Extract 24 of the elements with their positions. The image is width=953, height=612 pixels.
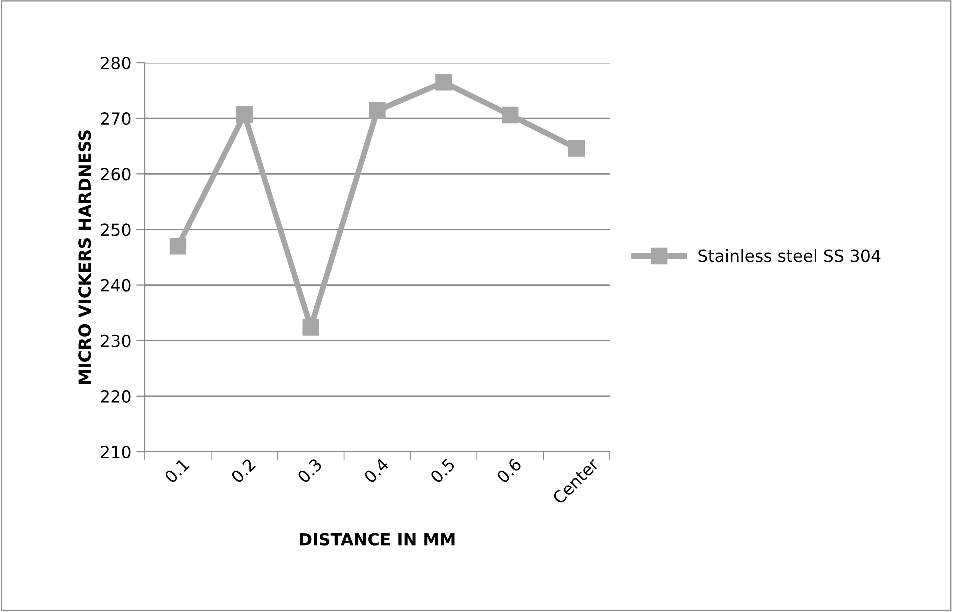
point (236, 106, 253, 124)
point (502, 106, 519, 124)
y-tick-label: 260 (101, 168, 131, 181)
y-tick-label: 280 (101, 56, 131, 70)
point (436, 74, 452, 91)
y-tick-label: 270 (101, 112, 131, 126)
x-tick-label: 0.5 (430, 458, 456, 484)
legend-label: Stainless steel SS 304 (698, 249, 881, 262)
x-tick-label: 0.3 (296, 458, 323, 484)
y-tick-label: 230 (101, 334, 131, 348)
point (568, 140, 586, 157)
x-tick-label: 0.6 (496, 458, 522, 484)
x-tick-label: 0.1 (164, 458, 190, 484)
point (369, 102, 386, 120)
y-tick-label: 240 (101, 279, 131, 292)
y-tick-label: 210 (101, 446, 131, 459)
y-tick-label: 220 (101, 390, 131, 403)
y-tick-label: 250 (101, 224, 131, 236)
x-tick-label: 0.4 (363, 458, 390, 484)
x-tick-label: 0.2 (230, 458, 256, 484)
point (170, 238, 187, 255)
point (302, 319, 320, 336)
y-axis-title: MICRO VICKERS HARDNESS (78, 130, 92, 384)
x-axis-title: DISTANCE IN MM (300, 533, 455, 546)
